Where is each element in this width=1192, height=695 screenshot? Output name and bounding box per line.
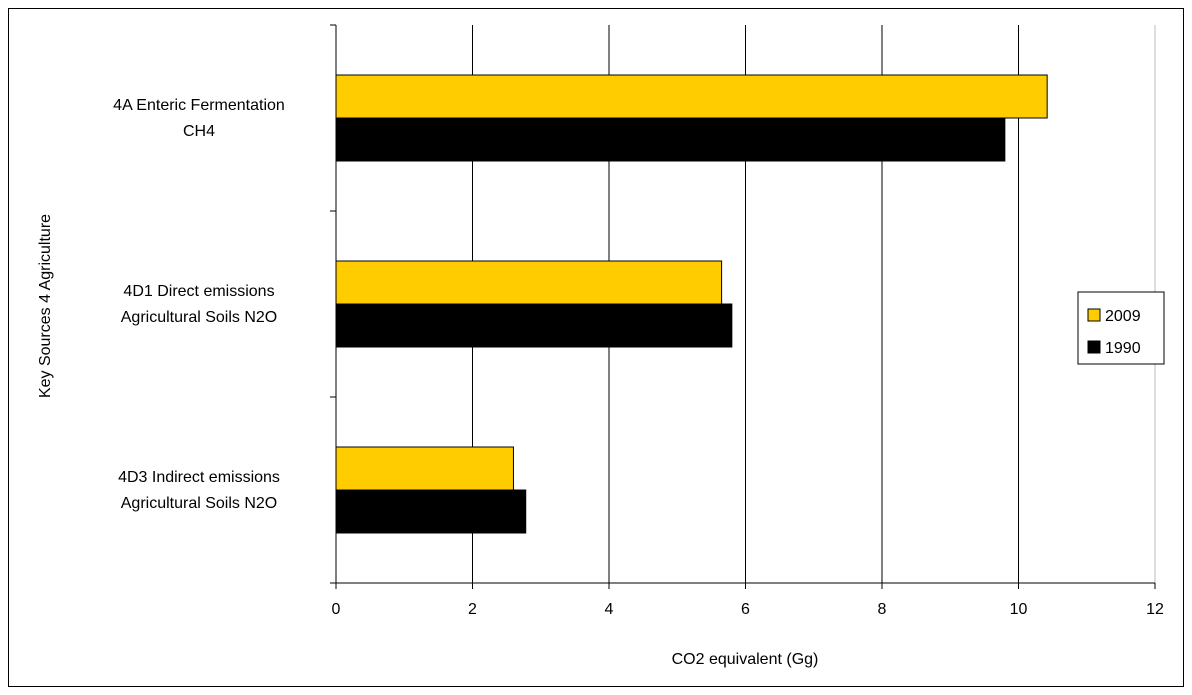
bar-2009-cat-1 (335, 260, 723, 305)
category-label-2-line-0: 4D3 Indirect emissions (118, 469, 280, 486)
category-label-2: 4D3 Indirect emissions Agricultural Soils… (118, 469, 280, 512)
x-tick-label-4: 8 (878, 601, 887, 618)
tick-labels: 0 2 4 6 8 10 12 4A Enteric Fermentation CH4 4D1 D… (113, 97, 1164, 618)
category-label-0-line-0: 4A Enteric Fermentation (113, 97, 285, 114)
x-axis-title: CO2 equivalent (Gg) (672, 651, 819, 668)
x-tick-label-0: 0 (332, 601, 341, 618)
axes (330, 24, 1156, 589)
x-tick-label-2: 4 (605, 601, 614, 618)
category-label-1: 4D1 Direct emissions Agricultural Soils N… (121, 283, 278, 326)
bar-2009-cat-0 (335, 74, 1048, 119)
category-label-2-line-1: Agricultural Soils N2O (121, 495, 278, 512)
x-tick-label-1: 2 (468, 601, 477, 618)
x-tick-label-6: 12 (1146, 601, 1164, 618)
bar-1990-cat-2 (335, 489, 527, 534)
legend: 2009 1990 (1077, 291, 1165, 365)
bars (335, 74, 1048, 534)
bar-1990-cat-0 (335, 117, 1006, 162)
category-label-1-line-0: 4D1 Direct emissions (123, 283, 274, 300)
category-label-1-line-1: Agricultural Soils N2O (121, 309, 278, 326)
x-tick-label-3: 6 (741, 601, 750, 618)
legend-label-2009: 2009 (1105, 308, 1141, 325)
category-label-0-line-1: CH4 (183, 123, 215, 140)
legend-swatch-1990 (1087, 340, 1101, 354)
bar-2009-cat-2 (335, 446, 514, 491)
category-label-0: 4A Enteric Fermentation CH4 (113, 97, 285, 140)
legend-label-1990: 1990 (1105, 340, 1141, 357)
x-tick-label-5: 10 (1010, 601, 1028, 618)
legend-swatch-2009 (1087, 308, 1101, 322)
y-axis-title: Key Sources 4 Agriculture (37, 214, 54, 398)
bar-1990-cat-1 (335, 303, 733, 348)
